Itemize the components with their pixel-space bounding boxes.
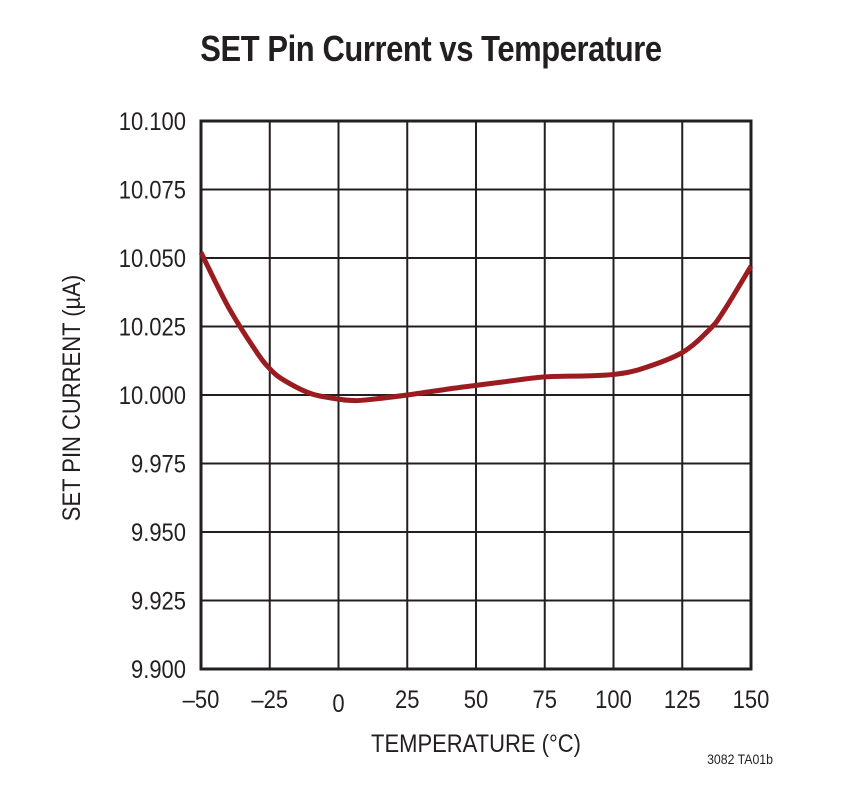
plot-frame [199,119,753,671]
x-tick-label: –25 [251,686,288,714]
x-axis-ticks: –50 –25 0 25 50 75 100 125 150 [183,686,770,718]
x-tick-label: 25 [395,686,419,714]
y-tick-label: 10.050 [119,245,186,273]
grid-lines [201,121,751,669]
x-tick-label: 75 [533,686,557,714]
x-tick-label: 50 [464,686,488,714]
x-axis-label: TEMPERATURE (°C) [371,730,581,758]
x-tick-label: –50 [183,686,220,714]
y-tick-label: 9.950 [131,519,186,547]
y-tick-label: 9.900 [131,656,186,684]
data-series-line [198,251,754,404]
y-tick-label: 10.075 [119,176,186,204]
y-tick-label: 10.025 [119,313,186,341]
y-tick-label: 10.000 [119,382,186,410]
x-tick-label: 125 [664,686,701,714]
y-tick-label: 9.925 [131,587,186,615]
x-tick-label: 0 [332,690,344,718]
y-tick-label: 9.975 [131,450,186,478]
y-axis-label: SET PIN CURRENT (µA) [58,275,86,521]
y-axis-ticks: 10.100 10.075 10.050 10.025 10.000 9.975 9.950… [119,108,186,684]
x-tick-label: 150 [733,686,770,714]
figure-id-note: 3082 TA01b [707,751,773,767]
x-tick-label: 100 [595,686,632,714]
chart-title: SET Pin Current vs Temperature [200,28,662,69]
y-tick-label: 10.100 [119,108,186,136]
